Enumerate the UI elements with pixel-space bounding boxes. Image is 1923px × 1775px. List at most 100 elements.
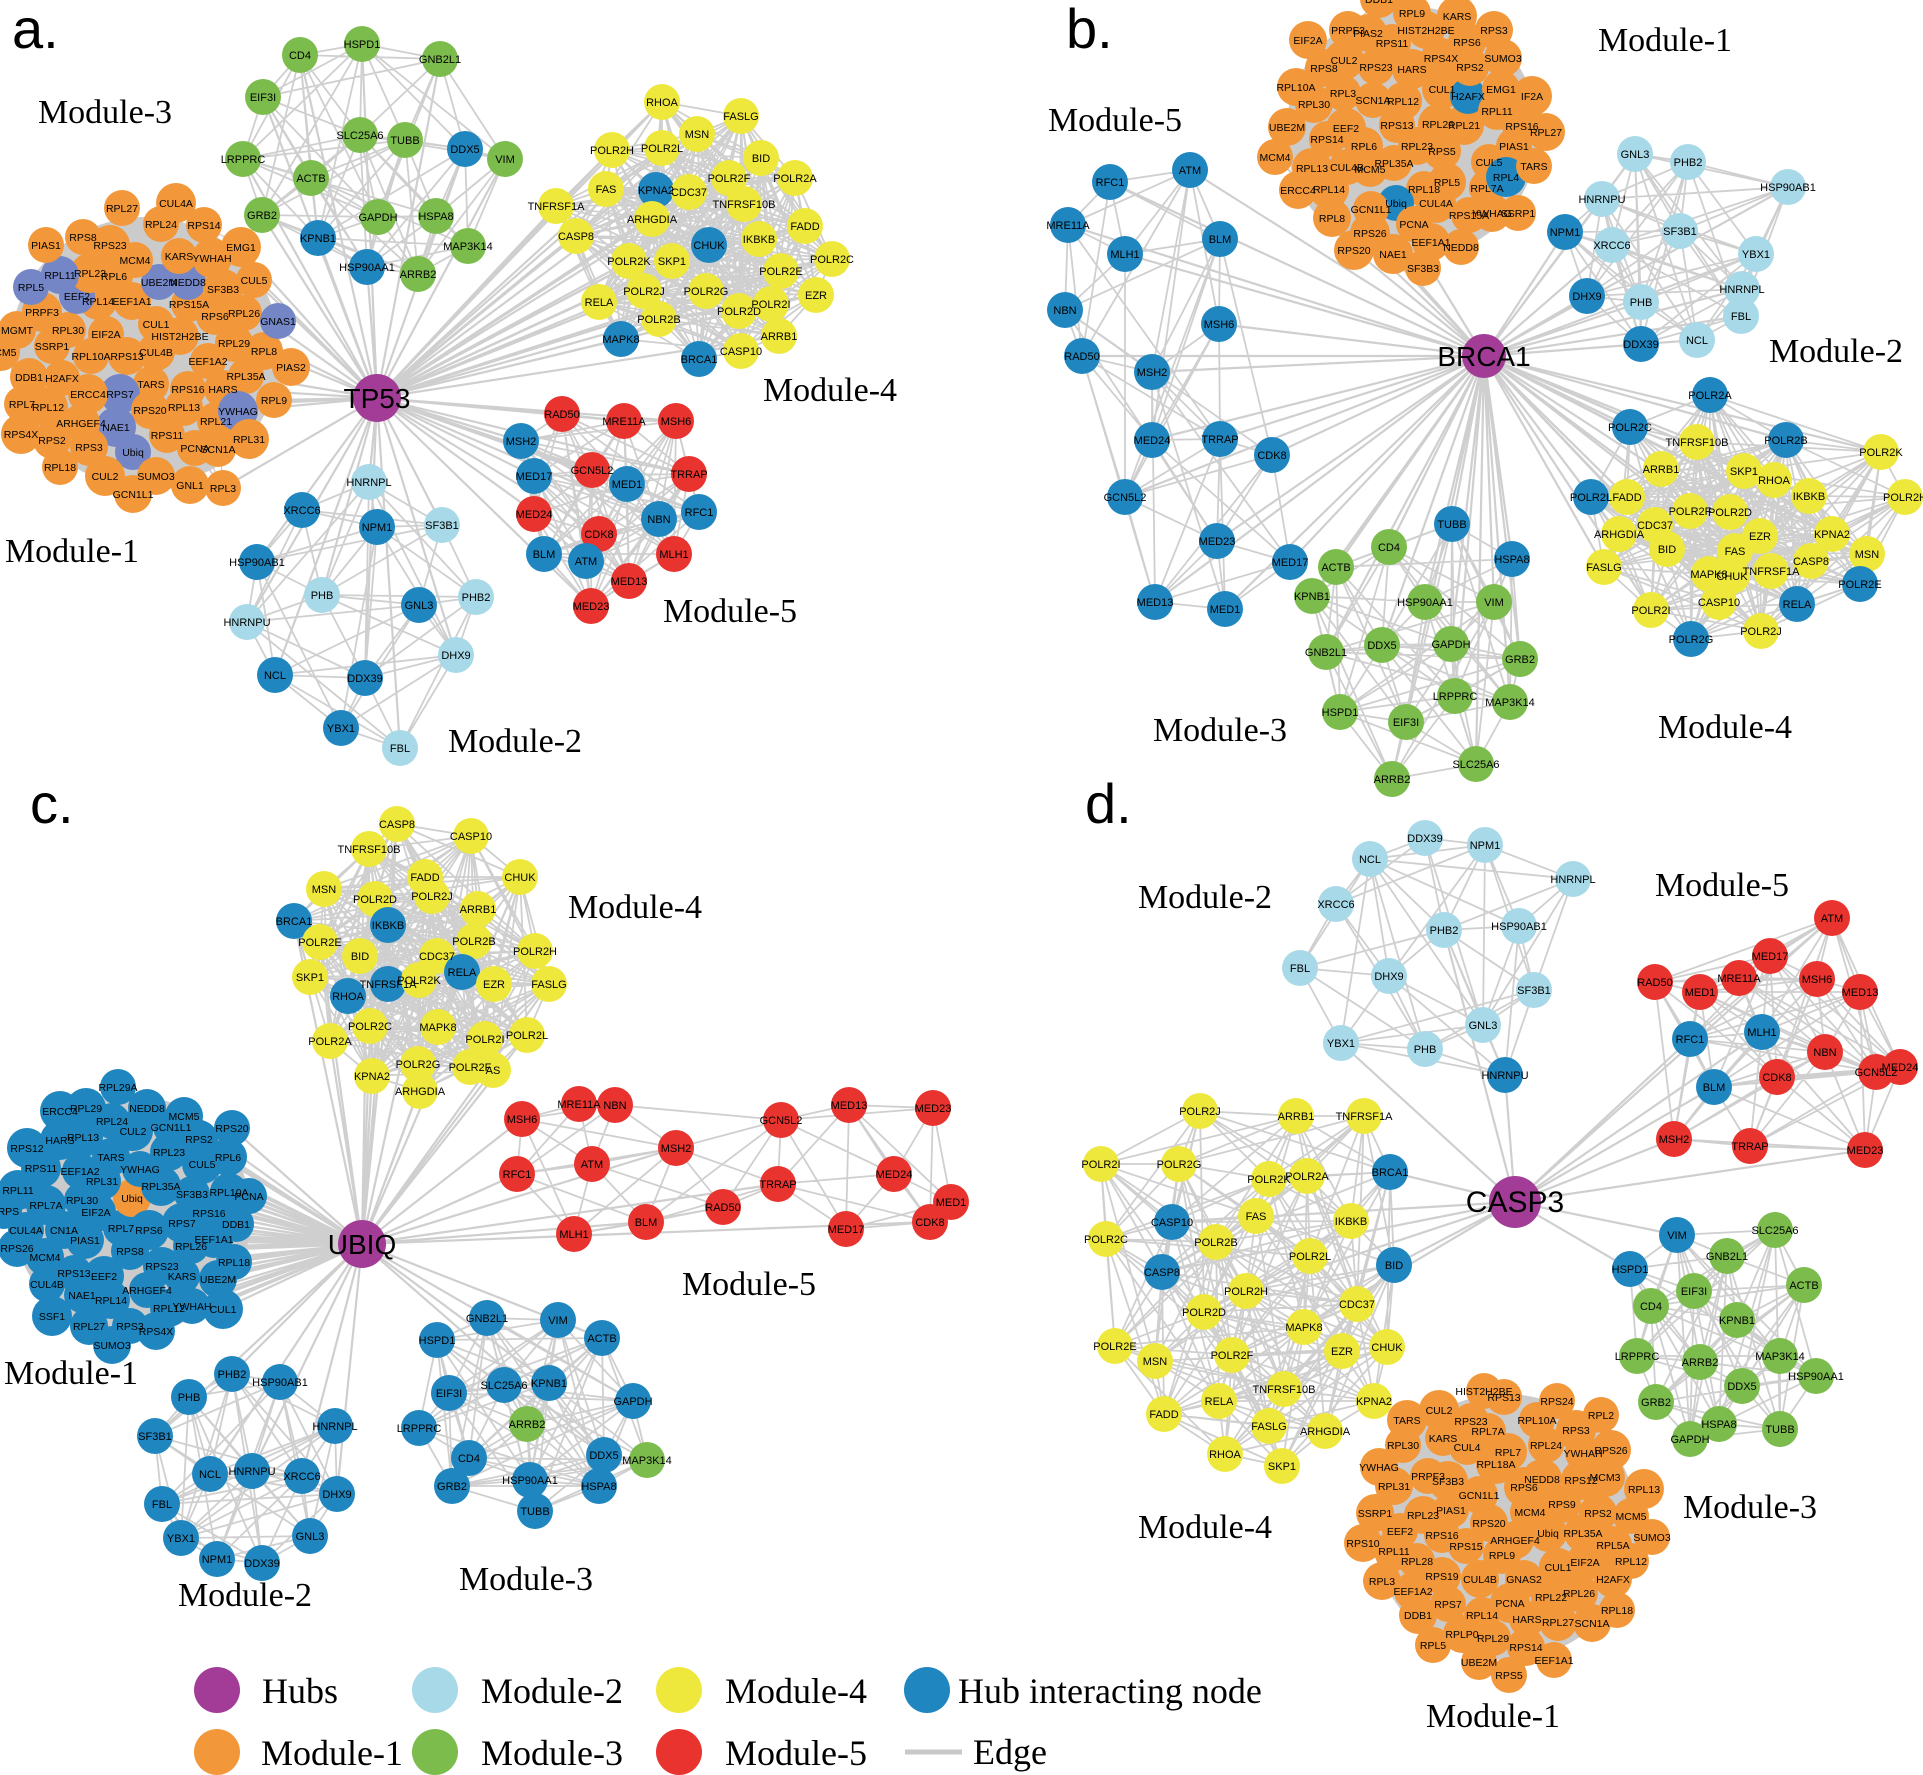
svg-text:HSP90AB1: HSP90AB1 (1760, 182, 1816, 194)
svg-text:MED17: MED17 (1752, 951, 1789, 963)
svg-text:NPM1: NPM1 (362, 522, 393, 534)
svg-text:RPL26: RPL26 (228, 308, 260, 320)
svg-text:UBE2M: UBE2M (1269, 122, 1305, 134)
svg-text:SLC25A6: SLC25A6 (336, 130, 383, 142)
svg-text:RPS3: RPS3 (75, 442, 103, 454)
svg-text:GCN1L1: GCN1L1 (151, 1122, 192, 1134)
svg-text:RPS11: RPS11 (25, 1163, 58, 1175)
svg-text:TNFRSF1A: TNFRSF1A (528, 201, 586, 213)
svg-text:RPS6: RPS6 (1453, 37, 1481, 49)
svg-text:RPL35A: RPL35A (1374, 158, 1413, 170)
svg-text:NBN: NBN (647, 514, 670, 526)
svg-text:CUL5: CUL5 (1476, 157, 1503, 169)
svg-text:RPL27: RPL27 (73, 1321, 105, 1333)
svg-text:RPS20: RPS20 (1472, 1518, 1505, 1530)
svg-text:MSN: MSN (1143, 1356, 1168, 1368)
svg-text:RPS3: RPS3 (1480, 25, 1508, 37)
svg-text:CASP8: CASP8 (1793, 556, 1829, 568)
svg-text:EEF2: EEF2 (64, 291, 90, 303)
svg-text:RPS6: RPS6 (135, 1225, 163, 1237)
svg-text:MED1: MED1 (936, 1197, 967, 1209)
svg-text:ARRB2: ARRB2 (1374, 774, 1411, 786)
svg-text:KARS: KARS (165, 251, 194, 263)
svg-text:CUL2: CUL2 (120, 1126, 147, 1138)
svg-text:Module-3: Module-3 (459, 1561, 593, 1598)
svg-text:MRE11A: MRE11A (1046, 220, 1090, 232)
svg-text:Edge: Edge (973, 1732, 1047, 1772)
svg-text:ACTB: ACTB (587, 1333, 616, 1345)
svg-text:RPS7: RPS7 (168, 1218, 196, 1230)
svg-text:MLH1: MLH1 (559, 1229, 588, 1241)
svg-text:MED24: MED24 (1134, 435, 1171, 447)
svg-text:RPS16: RPS16 (192, 1208, 225, 1220)
svg-text:SUMO3: SUMO3 (1633, 1532, 1671, 1544)
svg-text:EIF3I: EIF3I (250, 92, 276, 104)
svg-text:DHX9: DHX9 (322, 1489, 351, 1501)
svg-text:RPS20: RPS20 (215, 1123, 248, 1135)
svg-text:MCM4: MCM4 (1515, 1507, 1546, 1519)
svg-text:PIAS2: PIAS2 (1353, 28, 1383, 40)
svg-text:Module-4: Module-4 (725, 1671, 867, 1711)
svg-text:BRCA1: BRCA1 (1372, 1167, 1409, 1179)
svg-text:RPL7: RPL7 (1495, 1447, 1521, 1459)
svg-text:RPL24: RPL24 (1530, 1440, 1562, 1452)
svg-text:CUL1: CUL1 (143, 319, 170, 331)
svg-text:POLR2E: POLR2E (1838, 579, 1881, 591)
svg-text:GCN1L1: GCN1L1 (1351, 204, 1392, 216)
svg-text:RPL18: RPL18 (1601, 1605, 1633, 1617)
svg-text:NEDD8: NEDD8 (170, 277, 206, 289)
svg-text:RPL26: RPL26 (1563, 1588, 1595, 1600)
svg-text:POLR2H: POLR2H (590, 145, 634, 157)
svg-text:CHUK: CHUK (693, 240, 725, 252)
svg-text:RPL14: RPL14 (1313, 184, 1345, 196)
svg-text:Module-2: Module-2 (448, 723, 582, 760)
svg-text:KPNA2: KPNA2 (1814, 529, 1850, 541)
svg-text:MAP3K14: MAP3K14 (1485, 697, 1535, 709)
svg-text:RPL7: RPL7 (108, 1223, 134, 1235)
svg-text:PIAS1: PIAS1 (1436, 1505, 1466, 1517)
svg-text:KPNA2: KPNA2 (638, 185, 674, 197)
svg-text:POLR2G: POLR2G (1669, 634, 1714, 646)
svg-text:POLR2L: POLR2L (641, 143, 683, 155)
svg-text:HNRNPL: HNRNPL (1719, 284, 1764, 296)
svg-text:Module-5: Module-5 (1655, 867, 1789, 904)
svg-text:GNL3: GNL3 (1621, 149, 1650, 161)
svg-text:MED24: MED24 (876, 1169, 913, 1181)
svg-text:CUL1: CUL1 (1545, 1562, 1572, 1574)
svg-text:KPNB1: KPNB1 (300, 233, 336, 245)
svg-text:BID: BID (351, 951, 369, 963)
svg-text:POLR2K: POLR2K (397, 975, 441, 987)
svg-text:POLR2F: POLR2F (708, 173, 751, 185)
svg-text:KPNB1: KPNB1 (1294, 591, 1330, 603)
svg-text:Ubiq: Ubiq (1537, 1528, 1559, 1540)
svg-text:HSPA8: HSPA8 (418, 211, 453, 223)
svg-text:RHOA: RHOA (332, 991, 364, 1003)
svg-text:Module-3: Module-3 (1683, 1489, 1817, 1526)
svg-text:CDC37: CDC37 (1637, 520, 1673, 532)
svg-text:TP53: TP53 (344, 383, 411, 414)
svg-text:HARS: HARS (208, 384, 237, 396)
svg-text:RPS11: RPS11 (1376, 38, 1409, 50)
svg-text:NPM1: NPM1 (1470, 840, 1501, 852)
svg-text:CDC37: CDC37 (1339, 1299, 1375, 1311)
svg-text:GNL3: GNL3 (405, 600, 434, 612)
svg-text:HSPD1: HSPD1 (344, 39, 381, 51)
svg-text:Module-2: Module-2 (481, 1671, 623, 1711)
svg-text:d.: d. (1085, 772, 1132, 835)
svg-text:HNRNPL: HNRNPL (1550, 874, 1595, 886)
svg-text:BLM: BLM (1209, 234, 1232, 246)
svg-text:RPL23: RPL23 (1401, 141, 1433, 153)
svg-text:SF3B3: SF3B3 (207, 284, 239, 296)
svg-text:MCM3: MCM3 (1590, 1472, 1621, 1484)
svg-text:PIAS1: PIAS1 (1499, 141, 1529, 153)
svg-text:ACTB: ACTB (1789, 1280, 1818, 1292)
svg-text:SSRP1: SSRP1 (35, 341, 70, 353)
svg-text:CASP8: CASP8 (1144, 1267, 1180, 1279)
svg-text:Module-2: Module-2 (1769, 333, 1903, 370)
svg-text:EZR: EZR (483, 979, 505, 991)
svg-text:PCNA: PCNA (234, 1191, 263, 1203)
svg-text:RPL30: RPL30 (1298, 99, 1330, 111)
svg-text:PRPF3: PRPF3 (1331, 25, 1365, 37)
svg-text:HNRNPL: HNRNPL (312, 1421, 357, 1433)
svg-text:MED13: MED13 (611, 576, 648, 588)
